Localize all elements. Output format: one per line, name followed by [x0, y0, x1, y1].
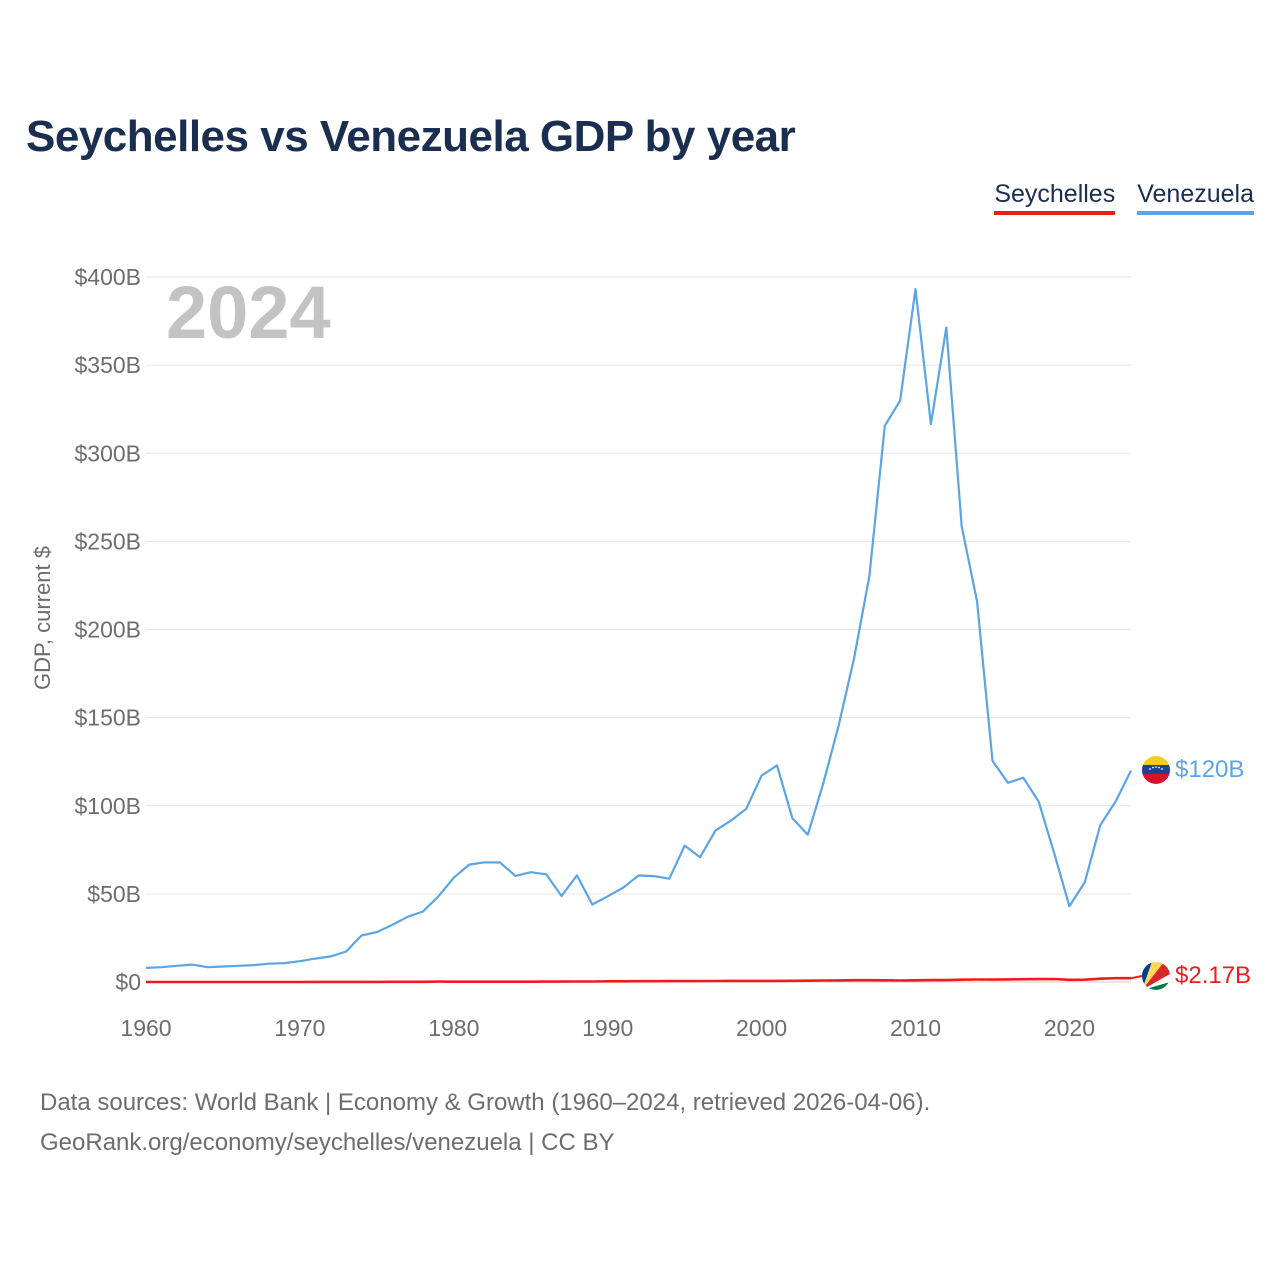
- y-axis-label: GDP, current $: [30, 546, 55, 690]
- legend-item-venezuela[interactable]: Venezuela: [1137, 180, 1254, 215]
- x-tick-label: 1970: [274, 1015, 325, 1041]
- chart-title: Seychelles vs Venezuela GDP by year: [26, 112, 796, 161]
- year-watermark: 2024: [166, 271, 331, 354]
- legend: Seychelles Venezuela: [994, 180, 1254, 215]
- seychelles-flag-icon: [1142, 962, 1170, 990]
- series-line-venezuela[interactable]: [145, 287, 1132, 969]
- y-tick-label: $250B: [74, 528, 141, 554]
- y-tick-label: $0: [115, 969, 141, 995]
- footer: Data sources: World Bank | Economy & Gro…: [40, 1083, 930, 1163]
- x-tick-label: 1980: [428, 1015, 479, 1041]
- y-tick-label: $50B: [87, 881, 141, 907]
- y-axis-ticks: $0 $50B $100B $150B $200B $250B $300B $350B $400…: [74, 264, 141, 995]
- x-tick-label: 1960: [120, 1015, 171, 1041]
- gdp-line-chart: 2024 $0 $50B $100B $150B $200B $250B $300B $350…: [30, 264, 1251, 1041]
- x-tick-label: 2020: [1044, 1015, 1095, 1041]
- y-tick-label: $100B: [74, 793, 141, 819]
- y-tick-label: $200B: [74, 617, 141, 643]
- venezuela-end-label: $120B: [1175, 756, 1244, 783]
- series-line-seychelles[interactable]: [146, 976, 1131, 984]
- x-tick-label: 2000: [736, 1015, 787, 1041]
- attribution-link[interactable]: GeoRank.org/economy/seychelles/venezuela…: [40, 1129, 615, 1156]
- y-tick-label: $300B: [74, 440, 141, 466]
- y-tick-label: $150B: [74, 705, 141, 731]
- x-axis-ticks: 1960 1970 1980 1990 2000 2010 2020: [120, 1015, 1095, 1041]
- seychelles-end-label: $2.17B: [1175, 962, 1251, 989]
- gridlines: [146, 276, 1131, 895]
- venezuela-flag-icon: [1142, 756, 1170, 784]
- x-tick-label: 1990: [582, 1015, 633, 1041]
- data-source-note: Data sources: World Bank | Economy & Gro…: [40, 1089, 931, 1116]
- y-tick-label: $350B: [74, 352, 141, 378]
- seychelles-label-connector: [1130, 975, 1143, 980]
- legend-item-seychelles[interactable]: Seychelles: [994, 180, 1116, 215]
- y-tick-label: $400B: [74, 264, 141, 290]
- x-tick-label: 2010: [890, 1015, 941, 1041]
